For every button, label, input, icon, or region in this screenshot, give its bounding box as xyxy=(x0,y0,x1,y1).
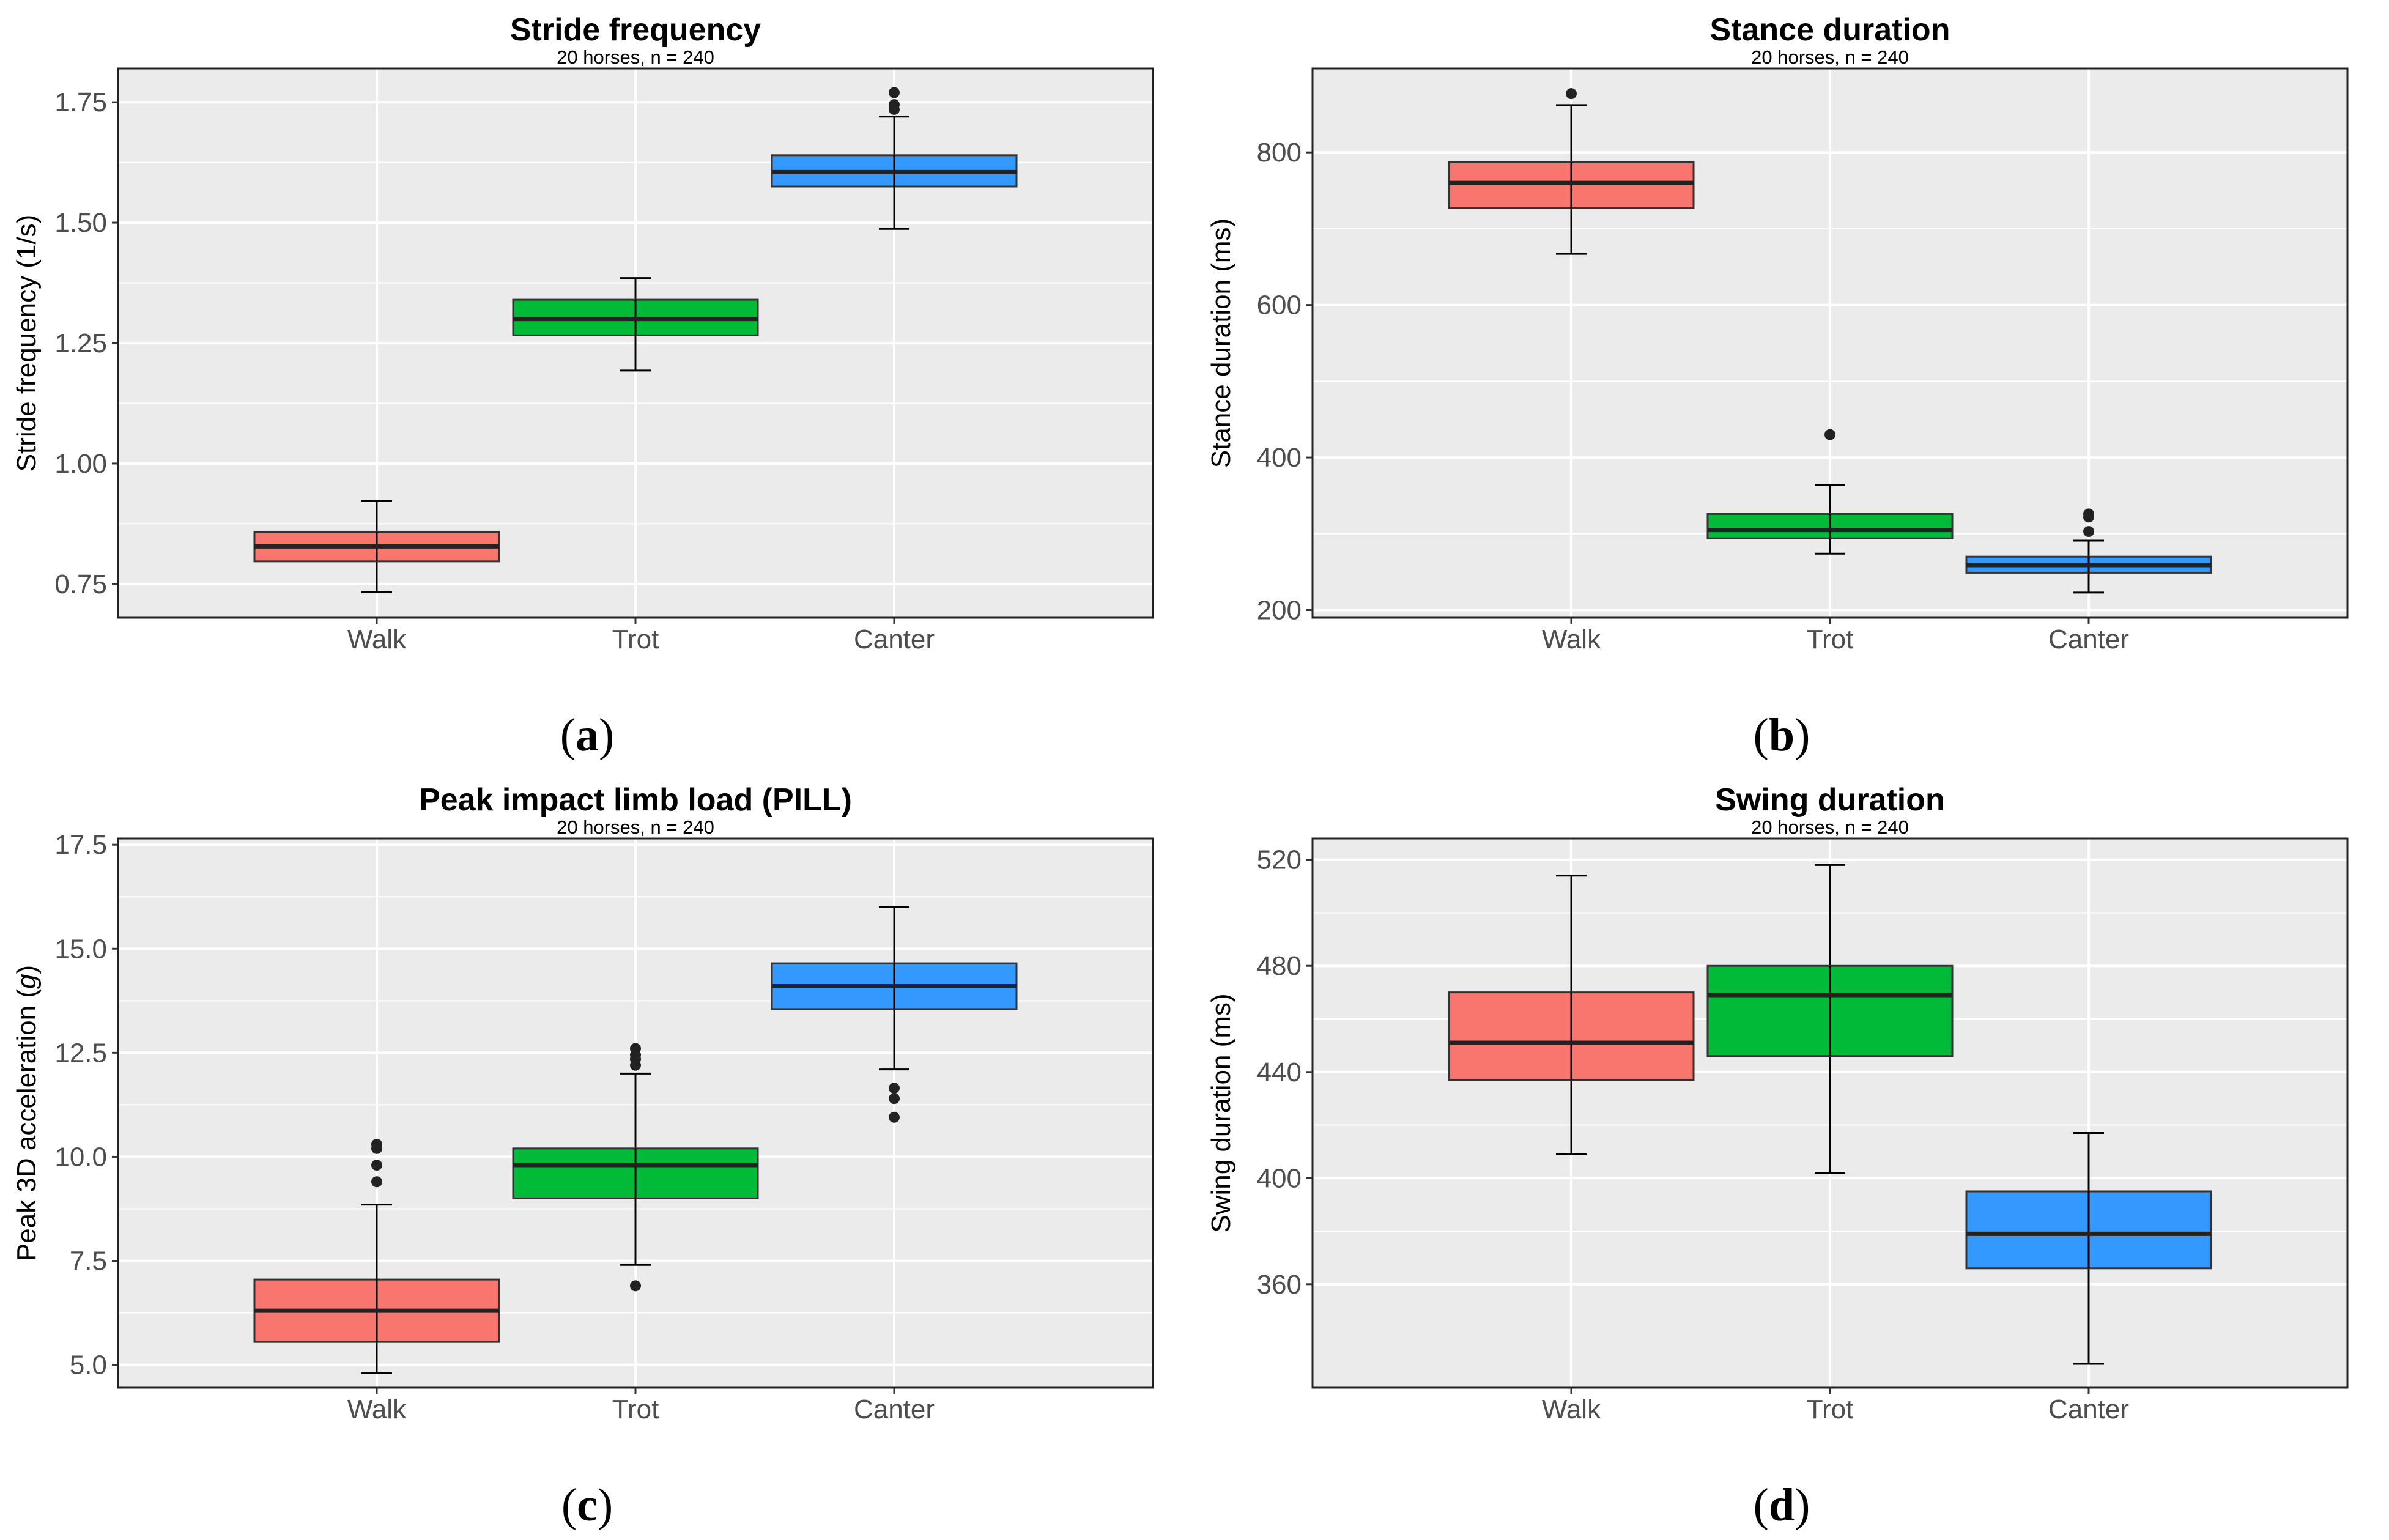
plot-border xyxy=(117,67,1154,619)
box-canter xyxy=(1965,508,2212,594)
chart-c: 5.0 7.5 10.0 12.5 15.0 17.5 Walk Trot Canter Peak… xyxy=(12,782,1154,1531)
y-axis-label: Peak 3D acceleration (g) xyxy=(12,965,42,1261)
plot-border xyxy=(1311,837,2349,1389)
y-tick-label: 1.75 xyxy=(54,87,107,117)
box-trot xyxy=(512,277,759,372)
box-walk xyxy=(253,500,500,593)
outlier-point xyxy=(889,99,900,111)
x-tick-label: Canter xyxy=(854,1394,935,1424)
x-tick-label: Canter xyxy=(2048,1394,2129,1424)
y-axis-label: Stance duration (ms) xyxy=(1206,218,1236,468)
y-tick-label: 520 xyxy=(1257,845,1302,875)
y-tick-label: 5.0 xyxy=(70,1350,107,1380)
box-trot xyxy=(512,1043,759,1292)
chart-subtitle: 20 horses, n = 240 xyxy=(1751,46,1909,68)
x-tick-label: Trot xyxy=(612,624,659,654)
outlier-point xyxy=(630,1043,641,1054)
plot-border xyxy=(1311,67,2349,619)
outlier-point xyxy=(1824,429,1835,440)
outlier-point xyxy=(1566,88,1577,100)
box-canter xyxy=(771,87,1018,230)
box-walk xyxy=(1448,88,1695,255)
outlier-point xyxy=(630,1280,641,1292)
chart-title: Stance duration xyxy=(1710,12,1950,48)
outlier-point xyxy=(889,1083,900,1094)
y-axis-label: Stride frequency (1/s) xyxy=(12,215,42,472)
chart-subtitle: 20 horses, n = 240 xyxy=(557,816,714,838)
outlier-point xyxy=(2083,526,2094,538)
y-tick-label: 1.50 xyxy=(54,208,107,238)
y-tick-label: 800 xyxy=(1257,138,1302,168)
chart-b: 200 400 600 800 Walk Trot Canter Stance duratio… xyxy=(1206,12,2349,761)
outlier-point xyxy=(371,1139,382,1150)
y-tick-label: 17.5 xyxy=(54,830,107,860)
chart-panel-d: 360 400 440 480 520 Walk Trot Canter Swing durat… xyxy=(1194,770,2389,1540)
panel-caption: (c) xyxy=(561,1479,613,1531)
chart-panel-a: 0.75 1.00 1.25 1.50 1.75 Walk Trot Canter Stride… xyxy=(0,0,1194,770)
box-trot xyxy=(1706,864,1954,1174)
box-walk xyxy=(253,1139,500,1374)
chart-d: 360 400 440 480 520 Walk Trot Canter Swing durat… xyxy=(1206,782,2349,1531)
y-axis-label: Swing duration (ms) xyxy=(1206,993,1236,1232)
x-tick-label: Trot xyxy=(1807,624,1854,654)
chart-subtitle: 20 horses, n = 240 xyxy=(557,46,714,68)
y-tick-label: 0.75 xyxy=(54,569,107,599)
outlier-point xyxy=(371,1160,382,1171)
x-tick-label: Walk xyxy=(1542,624,1601,654)
x-tick-label: Walk xyxy=(347,1394,407,1424)
box-walk xyxy=(1448,875,1695,1155)
chart-a: 0.75 1.00 1.25 1.50 1.75 Walk Trot Canter Stride… xyxy=(12,12,1154,761)
panel-caption: (d) xyxy=(1754,1479,1810,1531)
y-tick-label: 10.0 xyxy=(54,1142,107,1172)
y-tick-label: 400 xyxy=(1257,1163,1302,1193)
x-tick-label: Canter xyxy=(2048,624,2129,654)
y-tick-label: 480 xyxy=(1257,951,1302,981)
chart-title: Peak impact limb load (PILL) xyxy=(419,782,852,818)
y-tick-label: 1.00 xyxy=(54,449,107,479)
y-tick-label: 600 xyxy=(1257,291,1302,320)
x-tick-label: Walk xyxy=(1542,1394,1601,1424)
chart-panel-b: 200 400 600 800 Walk Trot Canter Stance duratio… xyxy=(1194,0,2389,770)
y-tick-label: 15.0 xyxy=(54,934,107,964)
chart-panel-c: 5.0 7.5 10.0 12.5 15.0 17.5 Walk Trot Canter Peak… xyxy=(0,770,1194,1540)
outlier-point xyxy=(889,1111,900,1123)
y-tick-label: 440 xyxy=(1257,1057,1302,1087)
y-tick-label: 360 xyxy=(1257,1270,1302,1300)
outlier-point xyxy=(371,1176,382,1188)
chart-title: Stride frequency xyxy=(510,12,761,48)
y-tick-label: 1.25 xyxy=(54,328,107,358)
chart-title: Swing duration xyxy=(1715,782,1945,818)
y-tick-label: 400 xyxy=(1257,443,1302,473)
x-tick-label: Trot xyxy=(1807,1394,1854,1424)
outlier-point xyxy=(2083,508,2094,520)
box-trot xyxy=(1706,429,1954,555)
panel-caption: (b) xyxy=(1754,709,1810,761)
x-tick-label: Walk xyxy=(347,624,407,654)
panel-caption: (a) xyxy=(560,709,615,761)
box-canter xyxy=(1965,1132,2212,1365)
y-tick-label: 7.5 xyxy=(70,1246,107,1276)
x-tick-label: Canter xyxy=(854,624,935,654)
x-tick-label: Trot xyxy=(612,1394,659,1424)
y-tick-label: 200 xyxy=(1257,596,1302,626)
plot-border xyxy=(117,837,1154,1389)
box-canter xyxy=(771,906,1018,1123)
chart-subtitle: 20 horses, n = 240 xyxy=(1751,816,1909,838)
outlier-point xyxy=(889,1093,900,1105)
outlier-point xyxy=(889,87,900,98)
y-tick-label: 12.5 xyxy=(54,1038,107,1068)
